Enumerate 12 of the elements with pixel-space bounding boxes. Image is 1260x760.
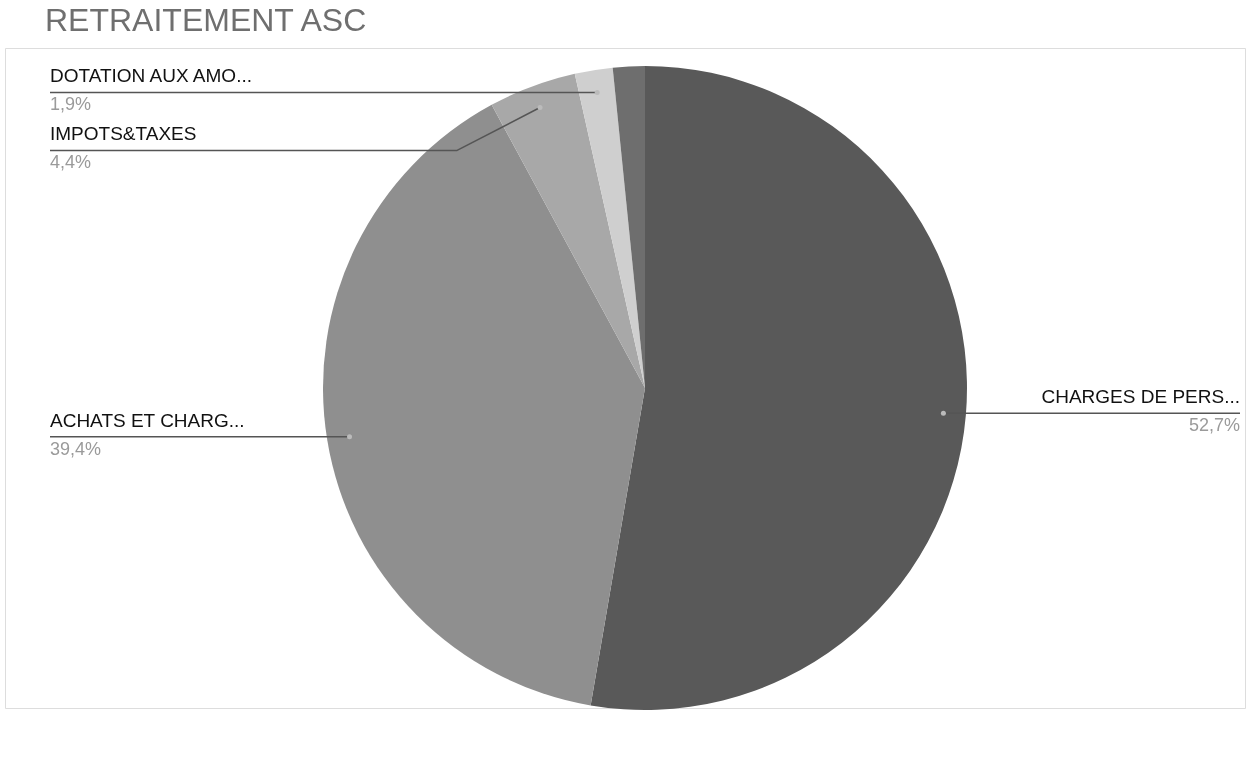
data-label: 4,4% <box>50 152 92 173</box>
data-label: 52,7% <box>1188 415 1240 436</box>
data-label: 1,9% <box>50 94 92 115</box>
slice-label: IMPOTS&TAXES <box>50 123 197 145</box>
slice-label: ACHATS ET CHARG... <box>50 409 245 431</box>
chart-title: RETRAITEMENT ASC <box>45 2 367 38</box>
data-label: 39,4% <box>50 438 102 459</box>
slice-label: DOTATION AUX AMO... <box>50 65 252 87</box>
slice-label: CHARGES DE PERS... <box>1041 386 1240 408</box>
pie-slice <box>491 73 645 388</box>
pie-slice <box>323 104 645 706</box>
pie-slice <box>574 67 645 388</box>
